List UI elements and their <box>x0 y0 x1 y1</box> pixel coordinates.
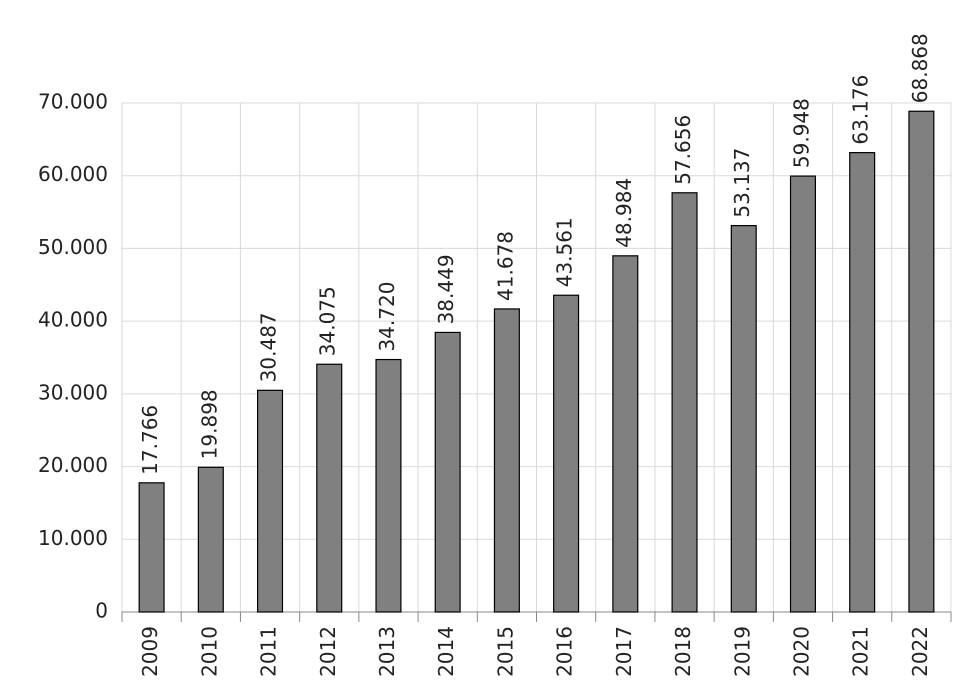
bar <box>730 225 757 613</box>
bar <box>849 152 876 613</box>
y-tick-label: 20.000 <box>38 453 108 477</box>
x-tick-label: 2015 <box>493 626 517 677</box>
y-tick-label: 50.000 <box>38 235 108 259</box>
value-label: 68.868 <box>908 33 932 103</box>
x-tick-label: 2013 <box>375 626 399 677</box>
y-tick-label: 10.000 <box>38 526 108 550</box>
y-tick-label: 0 <box>95 599 108 623</box>
value-label: 53.137 <box>730 148 754 218</box>
bar <box>493 308 520 613</box>
bar <box>789 175 816 613</box>
y-tick-label: 40.000 <box>38 308 108 332</box>
value-label: 57.656 <box>671 115 695 185</box>
value-label: 43.561 <box>553 217 577 287</box>
value-label: 34.720 <box>375 282 399 352</box>
y-tick-label: 30.000 <box>38 380 108 404</box>
value-label: 38.449 <box>434 254 458 324</box>
bar <box>197 466 224 613</box>
y-tick-label: 70.000 <box>38 90 108 114</box>
x-tick-label: 2011 <box>257 626 281 677</box>
bar <box>908 110 935 613</box>
value-label: 19.898 <box>197 389 221 459</box>
x-tick-label: 2020 <box>789 626 813 677</box>
x-tick-label: 2018 <box>671 626 695 677</box>
bar <box>434 331 461 613</box>
value-label: 59.948 <box>789 98 813 168</box>
value-label: 30.487 <box>257 312 281 382</box>
value-label: 17.766 <box>138 405 162 475</box>
value-label: 48.984 <box>612 178 636 248</box>
x-tick-label: 2021 <box>849 626 873 677</box>
bar <box>257 389 284 613</box>
bar <box>316 363 343 613</box>
x-tick-label: 2017 <box>612 626 636 677</box>
x-tick-label: 2012 <box>316 626 340 677</box>
x-tick-label: 2022 <box>908 626 932 677</box>
bar <box>671 192 698 613</box>
bar <box>375 358 402 613</box>
bar <box>138 482 165 613</box>
bar <box>612 255 639 613</box>
x-tick-label: 2014 <box>434 626 458 677</box>
x-tick-label: 2010 <box>197 626 221 677</box>
x-tick-label: 2019 <box>730 626 754 677</box>
value-label: 63.176 <box>849 75 873 145</box>
x-tick-label: 2009 <box>138 626 162 677</box>
value-label: 34.075 <box>316 286 340 356</box>
y-tick-label: 60.000 <box>38 162 108 186</box>
value-label: 41.678 <box>493 231 517 301</box>
x-tick-label: 2016 <box>553 626 577 677</box>
bar <box>553 294 580 613</box>
